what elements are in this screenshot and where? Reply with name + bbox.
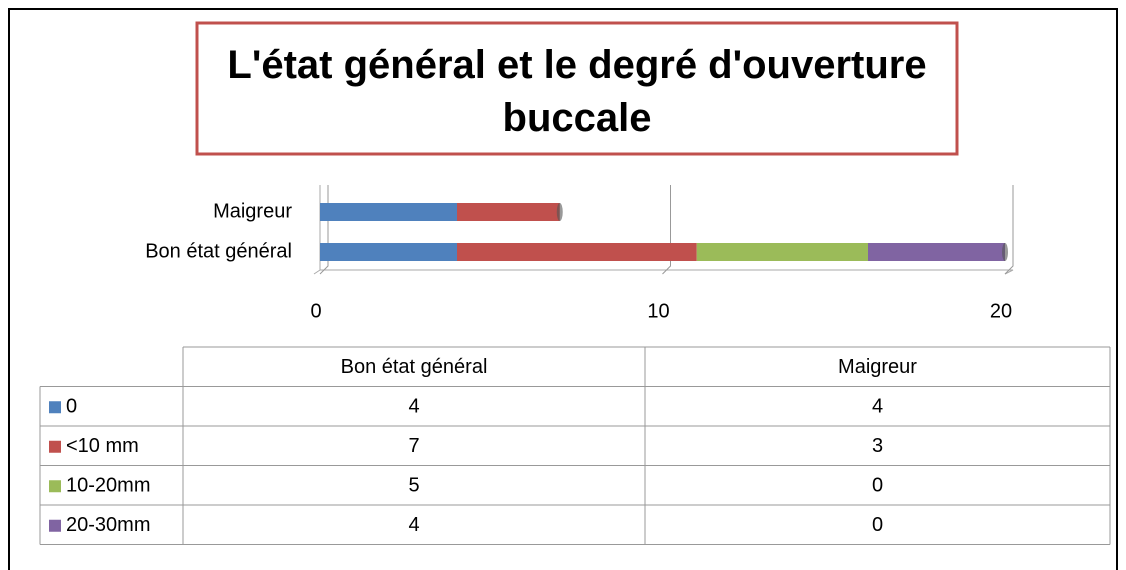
legend-swatch [49, 519, 61, 532]
table-cell: 4 [408, 514, 419, 536]
table-cell: 4 [408, 396, 419, 418]
legend-swatch [49, 480, 61, 493]
bar [320, 203, 457, 221]
x-tick-label: 10 [647, 300, 669, 322]
x-tick-label: 0 [310, 300, 321, 322]
bar [457, 203, 560, 221]
legend-label: 20-30mm [66, 514, 150, 536]
legend-swatch [49, 440, 61, 453]
grid-line [1004, 185, 1014, 275]
frame [8, 8, 1118, 570]
legend-label: 10-20mm [66, 475, 150, 497]
legend-swatch [49, 401, 61, 414]
y-tick-label: Maigreur [213, 200, 292, 222]
x-tick-label: 20 [990, 300, 1012, 322]
bar [696, 243, 868, 261]
table-header: Maigreur [838, 356, 917, 378]
grid-line [662, 185, 671, 275]
table-grid [39, 346, 1111, 545]
table-cell: 0 [872, 475, 883, 497]
chart-title: L'état général et le degré d'ouverture bu… [227, 43, 926, 140]
table-cell: 5 [408, 475, 419, 497]
table-header: Bon état général [341, 356, 488, 378]
bar [868, 243, 1005, 261]
legend-label: 0 [66, 396, 77, 418]
legend-label: <10 mm [66, 435, 139, 457]
bar [320, 243, 457, 261]
bar-end [556, 203, 563, 221]
table-cell: 0 [872, 514, 883, 536]
table-cell: 7 [408, 435, 419, 457]
table-cell: 4 [872, 396, 883, 418]
title-box [195, 21, 959, 156]
y-tick-label: Bon état général [145, 240, 292, 262]
table-cell: 3 [872, 435, 883, 457]
bar-end [1002, 243, 1008, 261]
bar [457, 243, 697, 261]
